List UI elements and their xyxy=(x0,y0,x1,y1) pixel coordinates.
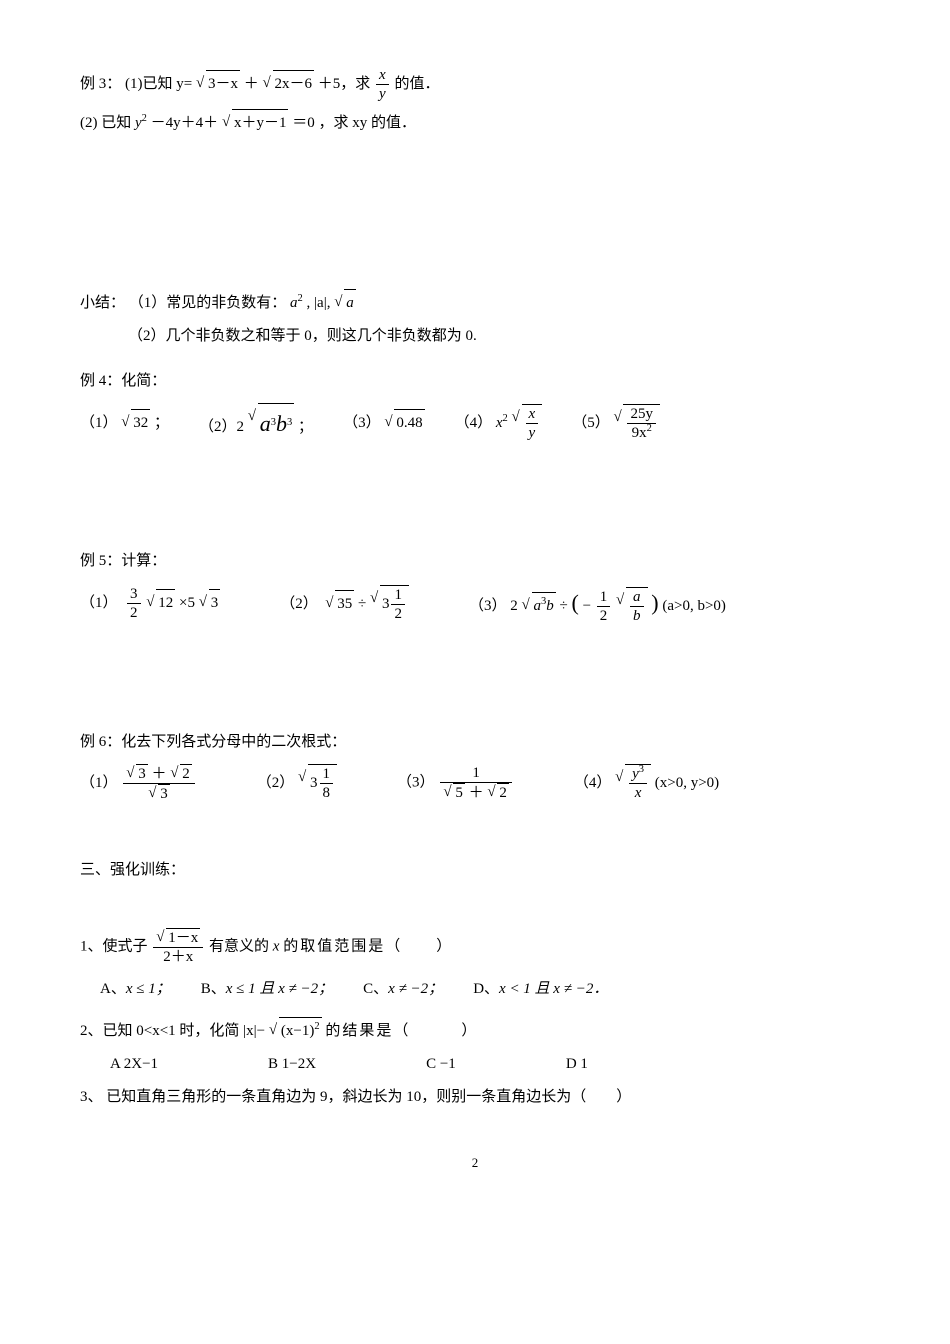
q1-fraction: 1－x 2＋x xyxy=(153,928,203,966)
question-2: 2、已知 0<x<1 时，化简 |x|− (x−1)2 的结果是（ ） xyxy=(80,1017,870,1045)
plus: ＋ xyxy=(244,76,259,92)
ex3-p2-end: ，求 xy 的值． xyxy=(318,115,416,131)
example-6-label: 例 6：化去下列各式分母中的二次根式： xyxy=(80,729,870,756)
frac-x-over-y: x y xyxy=(376,66,389,103)
example-4-items: （1） 32 ； （2）2 a3b3 ； （3） 0.48 （4） x2 x y… xyxy=(80,403,870,444)
q2-choices: A 2X−1 B 1−2X C −1 D 1 xyxy=(110,1051,870,1078)
sqrt-32: 32 xyxy=(121,409,150,437)
sqrt-3-1-8: 3 1 8 xyxy=(298,764,337,802)
sqrt-25y-over-9x2: 25y 9x2 xyxy=(613,404,660,442)
ex3-label: 例 3： xyxy=(80,76,121,92)
ex4-item4: （4） x2 x y xyxy=(455,404,543,442)
sqrt-3-minus-x: 3－x xyxy=(196,70,240,98)
example-5-items: （1） 3 2 12 ×5 3 （2） 35 ÷ 3 1 2 （3） 2 a3b… xyxy=(80,583,870,625)
sqrt-a3b: a3b xyxy=(522,592,556,620)
ex3-p1-end: 的值． xyxy=(394,76,439,92)
example-4-label: 例 4：化简： xyxy=(80,368,870,395)
ex6-item2: （2） 3 1 8 xyxy=(257,764,337,802)
ex6-item4: （4） y3 x (x>0, y>0) xyxy=(574,764,719,802)
example-3-line1: 例 3： (1)已知 y= 3－x ＋ 2x－6 ＋5，求 x y 的值． xyxy=(80,66,870,103)
ex5-item3: （3） 2 a3b ÷ ( − 1 2 a b ) (a>0, b>0) xyxy=(469,583,726,625)
sqrt-2x-minus-6: 2x－6 xyxy=(263,70,315,98)
eq-zero: ＝0 xyxy=(292,115,315,131)
a-squared: a xyxy=(290,295,298,311)
sqrt-x-minus-1-sq: (x−1)2 xyxy=(269,1017,322,1045)
q1-choice-d: D、x < 1 且 x ≠ −2． xyxy=(473,976,608,1003)
sqrt-a3b3: a3b3 xyxy=(248,403,295,444)
summary-1a: （1）常见的非负数有： xyxy=(129,295,287,311)
sqrt-x-plus-y-minus-1: x＋y－1 xyxy=(222,109,289,137)
ex4-item3: （3） 0.48 xyxy=(343,409,425,437)
ex5-item2: （2） 35 ÷ 3 1 2 xyxy=(280,585,409,623)
ex4-item2: （2）2 a3b3 ； xyxy=(199,403,313,444)
ex3-p2-prefix: (2) 已知 xyxy=(80,115,131,131)
sqrt-35: 35 xyxy=(325,590,354,618)
q2-choice-c: C −1 xyxy=(426,1051,456,1078)
example-6-items: （1） 3 ＋ 2 3 （2） 3 1 8 （3） 1 5 ＋ xyxy=(80,764,870,803)
ex3-p2-expr2: －4y＋4＋ xyxy=(151,115,219,131)
q1-choice-b: B、x ≤ 1 且 x ≠ −2； xyxy=(201,976,333,1003)
ex4-item1: （1） 32 ； xyxy=(80,409,169,437)
question-1: 1、使式子 1－x 2＋x 有意义的 x 的取值范围是（ ） xyxy=(80,928,870,966)
q2-choice-a: A 2X−1 xyxy=(110,1051,158,1078)
sqrt-y3-over-x: y3 x xyxy=(615,764,651,802)
y-var: y xyxy=(135,115,142,131)
q1-choice-c: C、x ≠ −2； xyxy=(363,976,443,1003)
sqrt-048: 0.48 xyxy=(384,409,424,437)
ex4-item5: （5） 25y 9x2 xyxy=(572,404,660,442)
sqrt-x-over-y: x y xyxy=(512,404,543,442)
example-5-label: 例 5：计算： xyxy=(80,548,870,575)
example-3-line2: (2) 已知 y2 －4y＋4＋ x＋y－1 ＝0 ，求 xy 的值． xyxy=(80,109,870,137)
sqrt-a-over-b: a b xyxy=(616,587,648,625)
sqrt-12: 12 xyxy=(146,589,175,617)
summary-1c: , |a|, xyxy=(307,295,335,311)
ex3-p1-prefix: (1)已知 y= xyxy=(125,76,192,92)
question-3: 3、 已知直角三角形的一条直角边为 9，斜边长为 10，则别一条直角边长为（ ） xyxy=(80,1084,870,1111)
q1-choices: A、x ≤ 1； B、x ≤ 1 且 x ≠ −2； C、x ≠ −2； D、x… xyxy=(100,976,870,1003)
summary-line2: （2）几个非负数之和等于 0，则这几个非负数都为 0. xyxy=(128,323,870,350)
summary-line1: 小结： （1）常见的非负数有： a2 , |a|, a xyxy=(80,289,870,317)
sqrt-3: 3 xyxy=(199,589,221,617)
ex6-item3: （3） 1 5 ＋ 2 xyxy=(397,764,514,802)
ex6-item1: （1） 3 ＋ 2 3 xyxy=(80,764,197,803)
summary-label: 小结： xyxy=(80,295,125,311)
q1-choice-a: A、x ≤ 1； xyxy=(100,976,171,1003)
q2-choice-b: B 1−2X xyxy=(268,1051,316,1078)
ex3-p1-tail: ＋5，求 xyxy=(318,76,371,92)
q2-choice-d: D 1 xyxy=(566,1051,588,1078)
page-number: 2 xyxy=(80,1151,870,1174)
ex5-item1: （1） 3 2 12 ×5 3 xyxy=(80,585,220,622)
sqrt-3-half: 3 1 2 xyxy=(370,585,409,623)
sqrt-a: a xyxy=(334,289,356,317)
section-3-title: 三、强化训练： xyxy=(80,857,870,884)
